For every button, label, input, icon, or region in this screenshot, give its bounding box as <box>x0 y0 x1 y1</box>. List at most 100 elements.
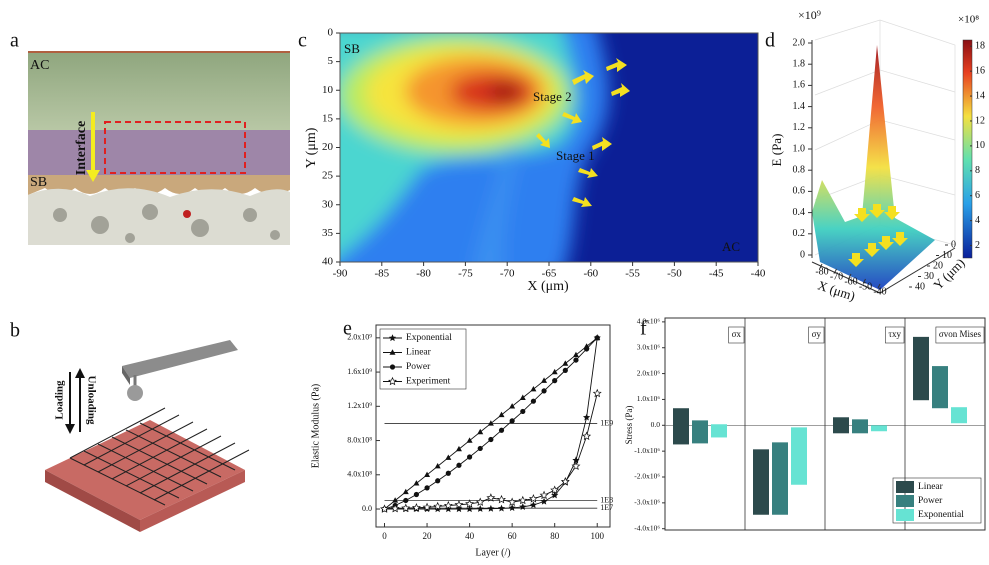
marker <box>508 504 516 511</box>
x-tick <box>819 263 823 269</box>
reference-label: 1E8 <box>600 495 613 504</box>
y-tick-label: 3.0x10⁶ <box>637 342 661 351</box>
y-tick-label: 20 <box>933 260 943 271</box>
x-tick <box>834 268 837 274</box>
marker <box>401 503 411 512</box>
x-tick-label: -60 <box>844 276 857 287</box>
marker <box>445 454 452 460</box>
legend-swatch <box>896 509 914 521</box>
panel-label: e <box>343 318 352 340</box>
group-label-box <box>885 326 905 344</box>
x-tick-label: -80 <box>815 266 828 277</box>
legend-label: Experiment <box>406 377 451 387</box>
marker <box>582 413 591 421</box>
layer-label: Interface <box>74 121 89 175</box>
marker <box>477 445 483 452</box>
y-tick-label: 4.0x10⁸ <box>347 470 372 479</box>
marker <box>455 445 462 452</box>
z-tick-label: 0.6 <box>793 186 806 197</box>
x-tick-label: -65 <box>542 268 557 280</box>
bar <box>852 419 868 434</box>
colorbar-tick-label: 10 <box>975 140 985 151</box>
layer-label: AC <box>30 58 49 73</box>
legend-marker <box>388 334 397 342</box>
legend-label: Linear <box>406 348 432 358</box>
bar <box>932 366 948 409</box>
annotation: Stage 2 <box>533 89 572 104</box>
panel-a-illustration <box>28 51 290 245</box>
x-tick-label: -85 <box>374 268 389 280</box>
z-tick-label: 1.2 <box>793 122 806 133</box>
x-tick-label: -70 <box>500 268 515 280</box>
x-tick-label: -45 <box>709 268 724 280</box>
annotation: SB <box>344 41 360 56</box>
colorbar-tick-label: 4 <box>975 215 980 226</box>
y-axis-label: Stress (Pa) <box>624 406 634 445</box>
z-tick-label: 1.0 <box>793 143 806 154</box>
y-tick-label: 4.0x10⁶ <box>637 317 661 326</box>
marker <box>435 478 441 484</box>
bar <box>833 417 849 434</box>
y-tick-label: 1.2x10⁹ <box>347 401 372 410</box>
x-tick-label: 0 <box>382 531 387 541</box>
legend-swatch <box>896 495 914 507</box>
legend-label: Power <box>406 362 431 372</box>
legend-label: Exponential <box>918 510 964 520</box>
colorbar-tick-label: 18 <box>975 41 985 52</box>
marker <box>477 428 484 435</box>
marker <box>465 499 475 508</box>
group-label-box <box>728 326 745 344</box>
y-tick-label: 5 <box>328 55 334 67</box>
marker <box>475 497 485 506</box>
z-tick-label: 2.0 <box>793 37 806 48</box>
marker <box>497 494 506 504</box>
marker <box>594 335 600 341</box>
marker <box>413 491 420 498</box>
colorbar-tick-label: 12 <box>975 115 985 126</box>
x-tick-label: 60 <box>508 531 518 541</box>
colorbar-multiplier: ×10⁸ <box>958 14 979 26</box>
panel-label: c <box>298 30 307 52</box>
x-tick-label: -80 <box>416 268 431 280</box>
marker <box>582 431 592 441</box>
marker <box>584 346 590 352</box>
x-tick-label: -50 <box>859 281 872 292</box>
colorbar-tick-label: 2 <box>975 240 980 251</box>
marker <box>592 388 602 398</box>
y-tick-label: 0 <box>328 27 334 39</box>
marker <box>528 494 538 503</box>
marker <box>541 388 547 394</box>
x-tick-label: 40 <box>465 531 475 541</box>
y-tick-label: 2.0x10⁶ <box>637 368 661 377</box>
y-tick-label: 0.0 <box>362 504 372 513</box>
group-label: σvon Mises <box>939 329 982 339</box>
x-tick-label: 80 <box>550 531 560 541</box>
legend-swatch <box>896 481 914 493</box>
group-label-box <box>808 326 825 344</box>
x-tick <box>863 278 866 284</box>
panel-label: f <box>640 318 647 340</box>
z-tick-label: 1.4 <box>793 101 806 112</box>
y-tick-label: -3.0x10⁶ <box>634 498 660 507</box>
z-tick-label: 0.2 <box>793 228 806 239</box>
annotation: Stage 1 <box>556 148 595 163</box>
y-tick-label: 40 <box>915 281 925 292</box>
legend-label: Linear <box>918 482 944 492</box>
colorbar-tick-label: 6 <box>975 190 980 201</box>
group-label: τxy <box>888 329 901 339</box>
legend-marker <box>389 349 396 355</box>
plot-frame <box>375 324 611 528</box>
marker <box>434 505 442 513</box>
marker <box>509 418 515 424</box>
layer-label: SB <box>30 175 47 190</box>
contour-field <box>340 33 758 262</box>
y-tick-label: 2.0x10⁹ <box>347 333 372 342</box>
marker <box>467 454 473 460</box>
marker <box>390 503 400 513</box>
marker <box>443 500 453 510</box>
bar <box>951 407 967 424</box>
legend-marker <box>388 376 397 386</box>
panel-label: d <box>765 30 775 52</box>
z-tick-label: 0.8 <box>793 164 806 175</box>
marker <box>466 437 473 443</box>
